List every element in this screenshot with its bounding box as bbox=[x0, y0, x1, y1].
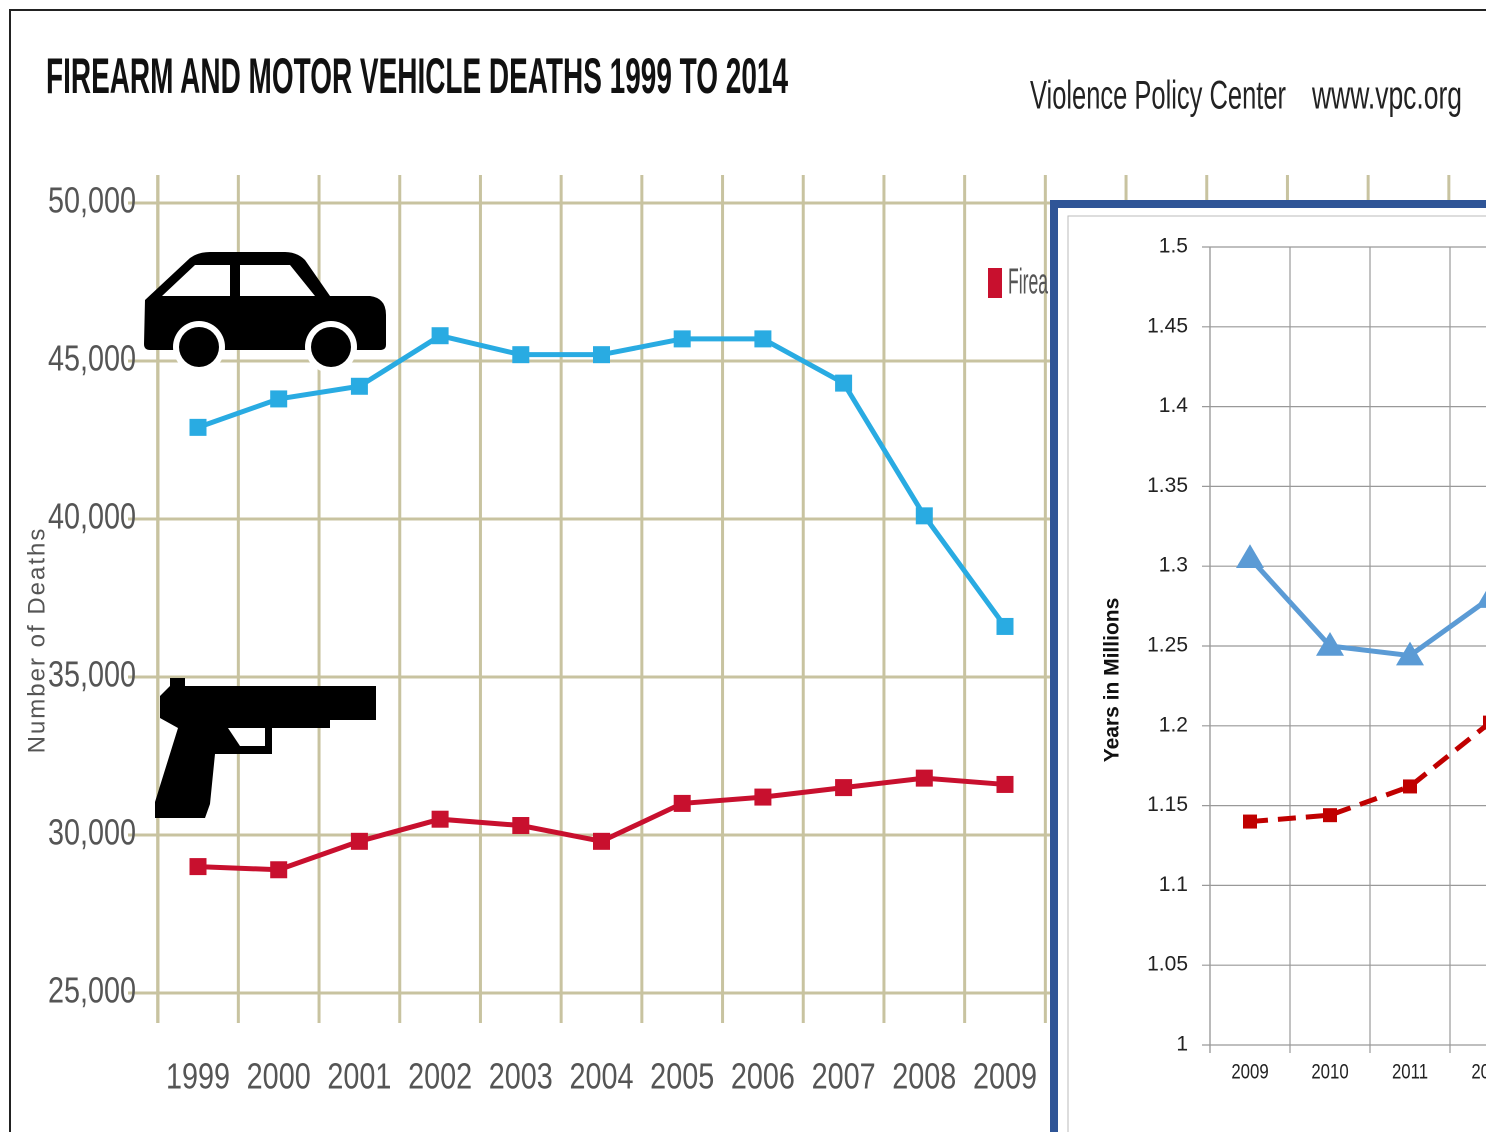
y-tick-label: 50,000 bbox=[48, 179, 136, 220]
gun-icon bbox=[155, 678, 376, 818]
annotation: Violence Policy Center bbox=[1030, 74, 1286, 118]
x-tick-label: 2007 bbox=[812, 1055, 876, 1096]
marker bbox=[835, 374, 853, 392]
marker bbox=[512, 817, 530, 835]
marker bbox=[1316, 632, 1344, 656]
marker bbox=[189, 418, 207, 436]
marker bbox=[1476, 590, 1486, 608]
inset-frame bbox=[1050, 200, 1486, 1132]
x-tick-label: 2009 bbox=[1231, 1061, 1268, 1084]
inset-inner-frame bbox=[1067, 215, 1486, 1132]
y-tick-label: 1.45 bbox=[1147, 314, 1188, 337]
y-tick-label: 1.35 bbox=[1147, 474, 1188, 497]
marker bbox=[996, 617, 1014, 635]
marker bbox=[673, 330, 691, 348]
legend-swatch bbox=[988, 268, 1002, 298]
y-tick-label: 1.4 bbox=[1159, 394, 1189, 417]
y-tick-label: 40,000 bbox=[48, 495, 136, 536]
marker bbox=[593, 832, 610, 850]
x-tick-label: 2012 bbox=[1471, 1061, 1486, 1084]
chart-title: FIREARM AND MOTOR VEHICLE DEATHS 1999 TO… bbox=[46, 48, 788, 104]
marker bbox=[754, 788, 772, 806]
y-tick-label: 1.1 bbox=[1159, 873, 1188, 896]
y-tick-label: 1.2 bbox=[1159, 713, 1188, 736]
x-tick-label: 2006 bbox=[731, 1055, 795, 1096]
marker bbox=[593, 346, 610, 364]
x-tick-label: 2009 bbox=[973, 1055, 1037, 1096]
marker bbox=[754, 330, 772, 348]
x-tick-label: 2002 bbox=[408, 1055, 472, 1096]
marker bbox=[915, 507, 933, 525]
marker bbox=[915, 769, 933, 787]
x-tick-label: 2003 bbox=[489, 1055, 553, 1096]
marker bbox=[270, 861, 288, 879]
y-tick-label: 45,000 bbox=[48, 337, 136, 378]
marker bbox=[673, 794, 691, 812]
y-tick-label: 1.3 bbox=[1159, 554, 1188, 577]
marker bbox=[189, 858, 207, 876]
car-icon bbox=[144, 252, 386, 373]
marker bbox=[996, 775, 1014, 793]
series-line bbox=[1248, 556, 1486, 659]
y-tick-label: 30,000 bbox=[48, 811, 136, 852]
x-tick-label: 2001 bbox=[327, 1055, 391, 1096]
annotation: www.vpc.org bbox=[1311, 74, 1462, 118]
y-tick-label: 1 bbox=[1176, 1033, 1188, 1056]
main-chart: 25,000 30,000 35,000 40,000 45,000 50,000 1999… bbox=[23, 48, 1486, 1096]
y-tick-label: 35,000 bbox=[48, 653, 136, 694]
x-tick-label: 2008 bbox=[892, 1055, 956, 1096]
marker bbox=[1396, 641, 1424, 666]
marker bbox=[431, 327, 449, 345]
y-tick-label: 1.15 bbox=[1147, 793, 1188, 816]
marker bbox=[1236, 544, 1264, 569]
y-tick-label: 1.5 bbox=[1159, 235, 1188, 258]
marker bbox=[350, 377, 368, 395]
y-tick-label: 1.25 bbox=[1147, 634, 1188, 657]
frame bbox=[9, 9, 1486, 1132]
marker bbox=[1483, 715, 1486, 730]
legend-label: Firea bbox=[1008, 261, 1048, 302]
marker bbox=[835, 779, 853, 797]
y-tick-label: 25,000 bbox=[48, 969, 136, 1010]
series-line bbox=[1249, 722, 1486, 825]
y-axis-label: Number of Deaths bbox=[23, 527, 50, 754]
marker bbox=[1243, 814, 1257, 829]
y-axis-label: Years in Millions bbox=[1101, 598, 1124, 763]
x-tick-label: 1999 bbox=[166, 1055, 230, 1096]
marker bbox=[512, 346, 530, 364]
x-tick-label: 2010 bbox=[1311, 1061, 1348, 1084]
inset-chart: 1 1.05 1.1 1.15 1.2 1.25 1.3 1.35 1.4 1.45 1.5 2009… bbox=[1050, 200, 1486, 1132]
x-tick-label: 2000 bbox=[247, 1055, 311, 1096]
x-tick-label: 2011 bbox=[1392, 1061, 1428, 1084]
marker bbox=[270, 390, 288, 408]
marker bbox=[350, 832, 368, 850]
marker bbox=[431, 810, 449, 828]
marker bbox=[1323, 808, 1337, 823]
x-tick-label: 2005 bbox=[650, 1055, 714, 1096]
marker bbox=[1403, 779, 1417, 794]
x-tick-label: 2004 bbox=[569, 1055, 633, 1096]
y-tick-label: 1.05 bbox=[1147, 953, 1188, 976]
